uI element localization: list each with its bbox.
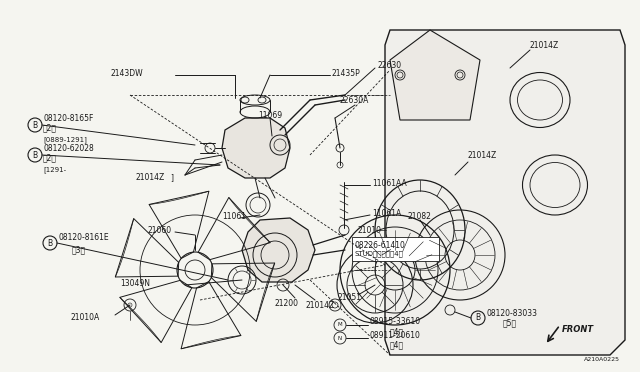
Text: （2）: （2） [43,154,57,163]
Text: 21014Z: 21014Z [530,41,559,49]
Text: 08120-62028: 08120-62028 [43,144,93,153]
Text: A210A0225: A210A0225 [584,357,620,362]
Text: （3）: （3） [72,246,86,254]
Text: FRONT: FRONT [562,326,594,334]
Polygon shape [385,30,625,355]
Text: ]: ] [170,173,173,183]
Polygon shape [390,30,480,120]
Text: 21014Z: 21014Z [306,301,335,310]
Text: 21051: 21051 [338,294,362,302]
Text: [1291-: [1291- [43,167,66,173]
Text: 08120-83033: 08120-83033 [487,308,538,317]
Text: B: B [47,238,52,247]
FancyBboxPatch shape [352,237,439,261]
Text: 11061A: 11061A [372,208,401,218]
Text: 21010A: 21010A [70,314,99,323]
Text: 21435P: 21435P [332,68,361,77]
Polygon shape [222,118,290,178]
Text: 21082: 21082 [408,212,432,221]
Text: N: N [338,336,342,340]
Text: 21014Z: 21014Z [135,173,164,182]
Text: 08911-20610: 08911-20610 [370,330,421,340]
Text: 08120-8165F: 08120-8165F [43,113,93,122]
Text: STUDスタッド（4）: STUDスタッド（4） [355,251,404,257]
Text: 22630A: 22630A [340,96,369,105]
Text: 11061: 11061 [222,212,246,221]
Text: 08120-8161E: 08120-8161E [58,232,109,241]
Text: （2）: （2） [43,124,57,132]
Text: 11069: 11069 [258,110,282,119]
Text: 21014Z: 21014Z [468,151,497,160]
Text: （5）: （5） [503,318,517,327]
Text: B: B [33,151,38,160]
Text: 08915-33610: 08915-33610 [370,317,421,327]
Text: 2143DW: 2143DW [110,68,143,77]
Text: （4）: （4） [390,340,404,350]
Text: B: B [33,121,38,129]
Text: 13049N: 13049N [120,279,150,288]
Text: 11061AA: 11061AA [372,179,407,187]
Text: （4）: （4） [390,327,404,337]
Text: B: B [476,314,481,323]
Polygon shape [242,218,315,282]
Text: 21060: 21060 [148,225,172,234]
Text: [0889-1291]: [0889-1291] [43,137,87,143]
Text: 22630: 22630 [378,61,402,70]
Text: 21010: 21010 [358,225,382,234]
Text: 21200: 21200 [275,298,299,308]
Text: M: M [338,323,342,327]
Text: 08226-61410: 08226-61410 [355,241,406,250]
